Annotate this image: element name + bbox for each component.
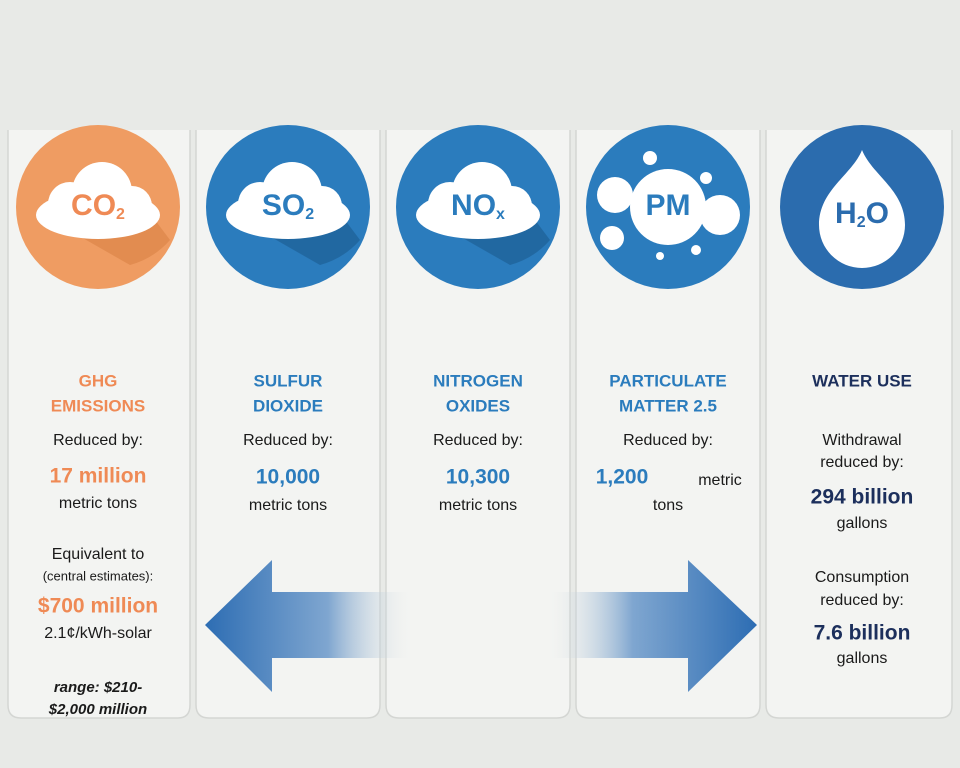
icon-sub: 2 bbox=[857, 214, 866, 231]
panel bbox=[7, 130, 191, 719]
icon-sub: 2 bbox=[116, 206, 125, 223]
icon-co2: CO2 bbox=[16, 125, 180, 289]
svg-text:NOx: NOx bbox=[451, 189, 505, 223]
svg-text:SO2: SO2 bbox=[262, 189, 314, 223]
text: range: $210- bbox=[54, 679, 142, 696]
right-arrow bbox=[550, 560, 757, 692]
text: Withdrawal bbox=[822, 432, 901, 449]
text: Equivalent to bbox=[52, 546, 145, 563]
figure: 17 million bbox=[50, 465, 147, 488]
text: reduced by: bbox=[820, 454, 904, 471]
left-arrow bbox=[205, 560, 410, 692]
title: NITROGEN bbox=[433, 371, 523, 390]
panels bbox=[7, 130, 953, 719]
figure: 7.6 billion bbox=[814, 622, 911, 645]
icon-so2: SO2 bbox=[206, 125, 370, 289]
figure: 10,300 bbox=[446, 466, 510, 489]
text: gallons bbox=[837, 515, 888, 532]
text: 2.1¢/kWh-solar bbox=[44, 625, 152, 642]
svg-text:CO2: CO2 bbox=[71, 189, 125, 223]
title: EMISSIONS bbox=[51, 396, 145, 415]
icon-text: PM bbox=[646, 189, 691, 222]
text: (central estimates): bbox=[43, 568, 154, 583]
icon-sub: 2 bbox=[305, 206, 314, 223]
figure: 294 billion bbox=[811, 486, 914, 509]
title: MATTER 2.5 bbox=[619, 396, 717, 415]
figure: 10,000 bbox=[256, 466, 320, 489]
title: WATER USE bbox=[812, 371, 912, 390]
icon-text: NO bbox=[451, 189, 496, 222]
panel bbox=[765, 130, 953, 719]
title: SULFUR bbox=[254, 371, 323, 390]
title: PARTICULATE bbox=[609, 371, 726, 390]
icon-sub: x bbox=[496, 206, 505, 223]
icon-h2o: H2O bbox=[780, 125, 944, 289]
text: metric tons bbox=[249, 497, 327, 514]
text: metric bbox=[698, 472, 742, 489]
figure: 1,200 bbox=[596, 466, 649, 489]
text: metric tons bbox=[439, 497, 517, 514]
figure: $700 million bbox=[38, 595, 158, 618]
icon-text: O bbox=[866, 197, 889, 230]
icon-text: CO bbox=[71, 189, 116, 222]
panel bbox=[195, 130, 381, 719]
text: Consumption bbox=[815, 569, 909, 586]
text: $2,000 million bbox=[48, 701, 147, 718]
text: Reduced by: bbox=[623, 432, 713, 449]
text: gallons bbox=[837, 650, 888, 667]
panel bbox=[385, 130, 571, 719]
title: GHG bbox=[79, 371, 118, 390]
svg-text:H2O: H2O bbox=[835, 197, 889, 231]
text: Reduced by: bbox=[243, 432, 333, 449]
text: reduced by: bbox=[820, 592, 904, 609]
text: Reduced by: bbox=[53, 432, 143, 449]
title: OXIDES bbox=[446, 396, 510, 415]
icon-text: H bbox=[835, 197, 857, 230]
panel bbox=[575, 130, 761, 719]
text: Reduced by: bbox=[433, 432, 523, 449]
text: tons bbox=[653, 497, 683, 514]
icon-pm: PM bbox=[586, 125, 750, 289]
text: metric tons bbox=[59, 495, 137, 512]
title: DIOXIDE bbox=[253, 396, 323, 415]
icon-nox: NOx bbox=[396, 125, 560, 289]
icon-text: SO bbox=[262, 189, 305, 222]
